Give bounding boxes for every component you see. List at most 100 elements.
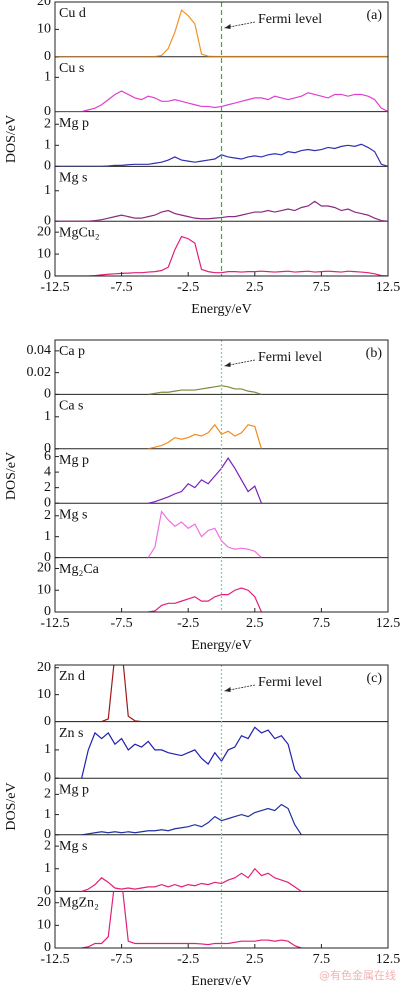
annotation: Fermi level [258, 350, 322, 365]
x-tick-label: 7.5 [313, 616, 331, 631]
x-tick-label: 12.5 [376, 952, 400, 967]
plot-frame [54, 1, 389, 277]
y-tick-label: 1 [44, 861, 51, 876]
y-tick-label: 0 [44, 714, 51, 729]
y-tick-label: 2 [44, 116, 51, 131]
x-tick-label: 7.5 [313, 280, 331, 295]
x-axis-label: Energy/eV [191, 302, 251, 317]
plot-frame [54, 339, 389, 613]
y-tick-label: 4 [44, 464, 51, 479]
y-tick-label: 0 [44, 159, 51, 174]
annotation-arrowhead [224, 362, 231, 367]
subplot-label: MgZn₂ [59, 896, 99, 911]
subplot-label: Mg s [59, 171, 87, 186]
y-tick-label: 0 [44, 940, 51, 955]
dos-curve [148, 423, 263, 449]
subplot-label: Zn s [59, 726, 84, 741]
panel-label: (c) [366, 671, 382, 686]
y-tick-label: 20 [37, 0, 51, 9]
y-tick-label: 0 [44, 49, 51, 64]
x-tick-label: -7.5 [111, 952, 133, 967]
y-tick-label: 1 [44, 138, 51, 153]
y-axis-label: DOS/eV [4, 782, 19, 830]
y-tick-label: 2 [44, 838, 51, 853]
y-axis-label: DOS/eV [4, 452, 19, 500]
dos-curve [81, 891, 302, 949]
subplot-label: Mg p [59, 782, 89, 797]
dos-curve [148, 587, 263, 612]
x-tick-label: -12.5 [40, 952, 69, 967]
y-tick-label: 1 [44, 409, 51, 424]
annotation: Fermi level [258, 675, 322, 690]
panel-label: (b) [366, 346, 383, 361]
y-tick-label: 0 [44, 827, 51, 842]
x-tick-label: -12.5 [40, 616, 69, 631]
y-tick-label: 2 [44, 508, 51, 523]
subplot-label: Mg₂Ca [59, 562, 100, 577]
y-tick-label: 1 [44, 742, 51, 757]
subplot-label: Cu s [59, 61, 84, 76]
subplot-label: Ca s [59, 399, 84, 414]
x-tick-label: -2.5 [177, 952, 199, 967]
subplot-label: Mg s [59, 839, 87, 854]
annotation: Fermi level [258, 12, 322, 27]
y-tick-label: 10 [37, 246, 51, 261]
y-tick-label: 0 [44, 604, 51, 619]
x-tick-label: -7.5 [111, 616, 133, 631]
y-tick-label: 0 [44, 268, 51, 283]
y-tick-label: 2 [44, 480, 51, 495]
dos-curve [148, 457, 263, 504]
y-tick-label: 0 [44, 770, 51, 785]
watermark: @有色金属在线 [319, 968, 396, 982]
subplot-label: Cu d [59, 6, 86, 21]
dos-curve [55, 200, 388, 222]
y-tick-label: 20 [37, 224, 51, 239]
y-tick-label: 0 [44, 495, 51, 510]
y-tick-label: 1 [44, 70, 51, 85]
subplot-label: MgCu₂ [59, 225, 100, 240]
annotation-arrowhead [224, 687, 231, 692]
y-tick-label: 1 [44, 807, 51, 822]
y-tick-label: 1 [44, 529, 51, 544]
subplot-label: Ca p [59, 344, 85, 359]
y-tick-label: 20 [37, 561, 51, 576]
y-tick-label: 0.02 [27, 365, 52, 380]
dos-curve [81, 726, 302, 779]
y-tick-label: 10 [37, 22, 51, 37]
y-tick-label: 0 [44, 104, 51, 119]
x-tick-label: -12.5 [40, 280, 69, 295]
dos-curve [81, 803, 302, 835]
subplot-label: Zn d [59, 669, 85, 684]
y-tick-label: 2 [44, 787, 51, 802]
y-tick-label: 0 [44, 213, 51, 228]
dos-curve [81, 867, 302, 892]
dos-curve [148, 385, 262, 395]
x-tick-label: 2.5 [246, 280, 264, 295]
x-tick-label: 12.5 [376, 280, 400, 295]
x-tick-label: 2.5 [246, 952, 264, 967]
x-tick-label: 12.5 [376, 616, 400, 631]
dos-curve [147, 510, 262, 558]
panel-label: (a) [366, 8, 382, 23]
dos-curve [55, 665, 388, 722]
dos-curve [55, 235, 388, 276]
annotation-arrowhead [224, 24, 231, 29]
x-tick-label: -2.5 [177, 616, 199, 631]
y-axis-label: DOS/eV [4, 115, 19, 163]
y-tick-label: 1 [44, 183, 51, 198]
y-tick-label: 0 [44, 387, 51, 402]
x-tick-label: -7.5 [111, 280, 133, 295]
plot-frame [54, 664, 389, 949]
y-tick-label: 0 [44, 550, 51, 565]
y-tick-label: 10 [37, 582, 51, 597]
x-tick-label: 2.5 [246, 616, 264, 631]
y-tick-label: 20 [37, 895, 51, 910]
y-tick-label: 10 [37, 918, 51, 933]
subplot-label: Mg p [59, 116, 89, 131]
y-tick-label: 6 [44, 449, 51, 464]
y-tick-label: 0 [44, 884, 51, 899]
x-axis-label: Energy/eV [191, 974, 251, 985]
subplot-label: Mg p [59, 453, 89, 468]
y-tick-label: 0 [44, 441, 51, 456]
